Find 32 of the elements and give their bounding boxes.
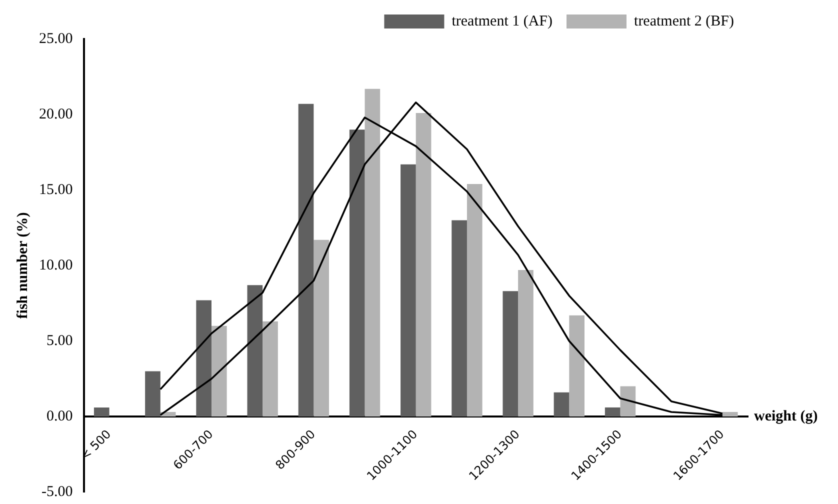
bar: [518, 270, 534, 416]
bar: [569, 315, 584, 416]
bar: [196, 300, 212, 416]
legend-label: treatment 2 (BF): [634, 13, 734, 30]
bar: [604, 407, 620, 416]
legend-label: treatment 1 (AF): [452, 13, 553, 30]
bar: [466, 184, 482, 416]
bar: [262, 321, 278, 416]
y-tick-label: 0.00: [46, 408, 73, 424]
bar: [722, 412, 738, 416]
bar: [502, 291, 518, 416]
bar: [416, 112, 432, 416]
bar: [364, 88, 380, 416]
bar: [298, 104, 314, 416]
bar: [349, 130, 365, 416]
bar: [452, 220, 467, 416]
bar: [554, 392, 570, 416]
y-axis-title: fish number (%): [14, 212, 31, 319]
y-tick-label: 25.00: [39, 30, 73, 47]
y-tick-label: -5.00: [42, 484, 73, 500]
bar: [400, 164, 416, 416]
bar: [94, 407, 110, 416]
y-tick-label: 15.00: [39, 182, 73, 198]
y-tick-label: 10.00: [39, 257, 73, 274]
x-axis-title: weight (g): [754, 408, 818, 424]
bar: [314, 240, 330, 416]
y-tick-label: 5.00: [46, 332, 73, 349]
bar: [620, 386, 636, 416]
bar: [211, 326, 227, 416]
bar: [145, 371, 160, 416]
y-tick-label: 20.00: [39, 106, 73, 122]
bar: [247, 285, 263, 416]
